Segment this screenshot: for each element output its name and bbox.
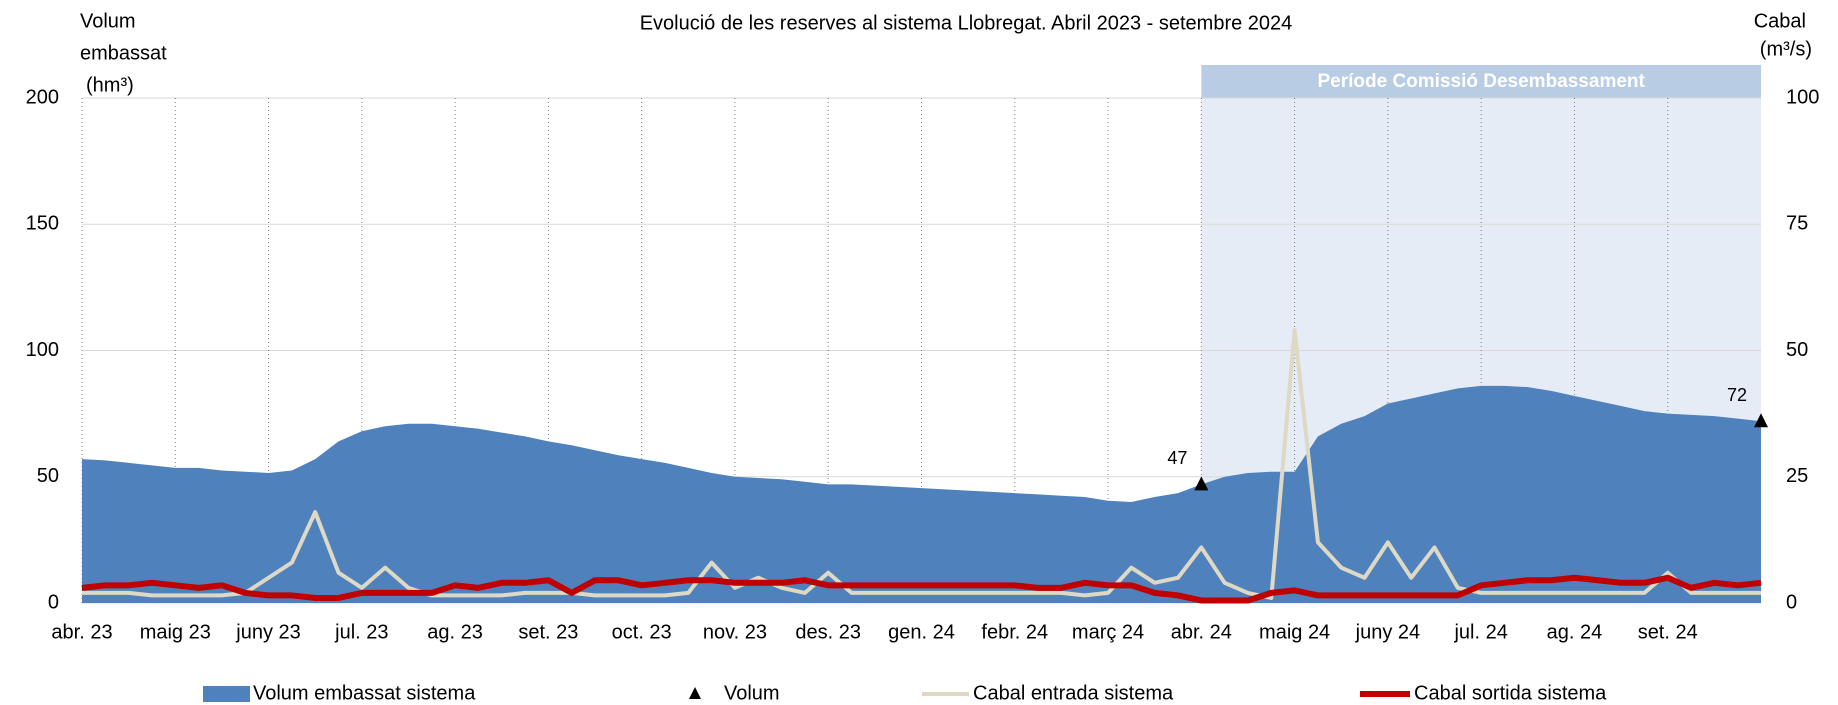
y2-tick-label: 75 xyxy=(1786,213,1808,235)
x-tick-label: maig 23 xyxy=(140,621,211,643)
period-header xyxy=(1201,65,1761,98)
x-tick-label: juny 24 xyxy=(1355,621,1421,643)
y2-tick-label: 25 xyxy=(1786,465,1808,487)
x-tick-label: abr. 24 xyxy=(1171,621,1232,643)
volume-marker xyxy=(1754,413,1768,428)
flow-line xyxy=(82,328,1761,600)
y2-tick-label: 0 xyxy=(1786,591,1797,613)
y-tick-label: 50 xyxy=(37,465,59,487)
y-axis-title: (hm³) xyxy=(86,74,134,96)
y-axis-title: embassat xyxy=(80,42,167,64)
x-tick-label: oct. 23 xyxy=(612,621,672,643)
x-tick-label: febr. 24 xyxy=(981,621,1048,643)
x-tick-label: set. 23 xyxy=(518,621,578,643)
x-tick-label: ag. 23 xyxy=(427,621,483,643)
x-tick-label: des. 23 xyxy=(795,621,861,643)
legend-label: Volum embassat sistema xyxy=(253,682,476,704)
volume-area xyxy=(82,385,1761,603)
y-tick-label: 100 xyxy=(26,339,59,361)
x-tick-label: maig 24 xyxy=(1259,621,1330,643)
data-label: 72 xyxy=(1727,385,1747,405)
y2-axis-title: Cabal xyxy=(1754,10,1806,32)
x-tick-label: ag. 24 xyxy=(1547,621,1603,643)
y-tick-label: 150 xyxy=(26,213,59,235)
y2-tick-label: 100 xyxy=(1786,86,1819,108)
y-tick-label: 0 xyxy=(48,591,59,613)
legend-label: Volum xyxy=(724,682,780,704)
data-label: 47 xyxy=(1167,448,1187,468)
flow-line xyxy=(81,574,1762,604)
x-tick-label: juny 23 xyxy=(235,621,301,643)
x-tick-label: set. 24 xyxy=(1638,621,1698,643)
x-tick-label: abr. 23 xyxy=(51,621,112,643)
legend-label: Cabal entrada sistema xyxy=(973,682,1174,704)
x-tick-label: març 24 xyxy=(1072,621,1144,643)
y2-axis-title: (m³/s) xyxy=(1760,38,1812,60)
x-tick-label: nov. 23 xyxy=(703,621,767,643)
legend-swatch xyxy=(689,687,701,699)
volume-marker xyxy=(1194,476,1209,491)
legend-label: Cabal sortida sistema xyxy=(1414,682,1607,704)
x-tick-label: jul. 24 xyxy=(1453,621,1507,643)
period-label: Període Comissió Desembassament xyxy=(1317,71,1645,92)
y2-tick-label: 50 xyxy=(1786,339,1808,361)
legend-swatch xyxy=(203,686,250,702)
y-axis-title: Volum xyxy=(80,10,136,32)
chart-title: Evolució de les reserves al sistema Llob… xyxy=(640,12,1293,34)
y-tick-label: 200 xyxy=(26,86,59,108)
x-tick-label: jul. 23 xyxy=(334,621,388,643)
x-tick-label: gen. 24 xyxy=(888,621,955,643)
